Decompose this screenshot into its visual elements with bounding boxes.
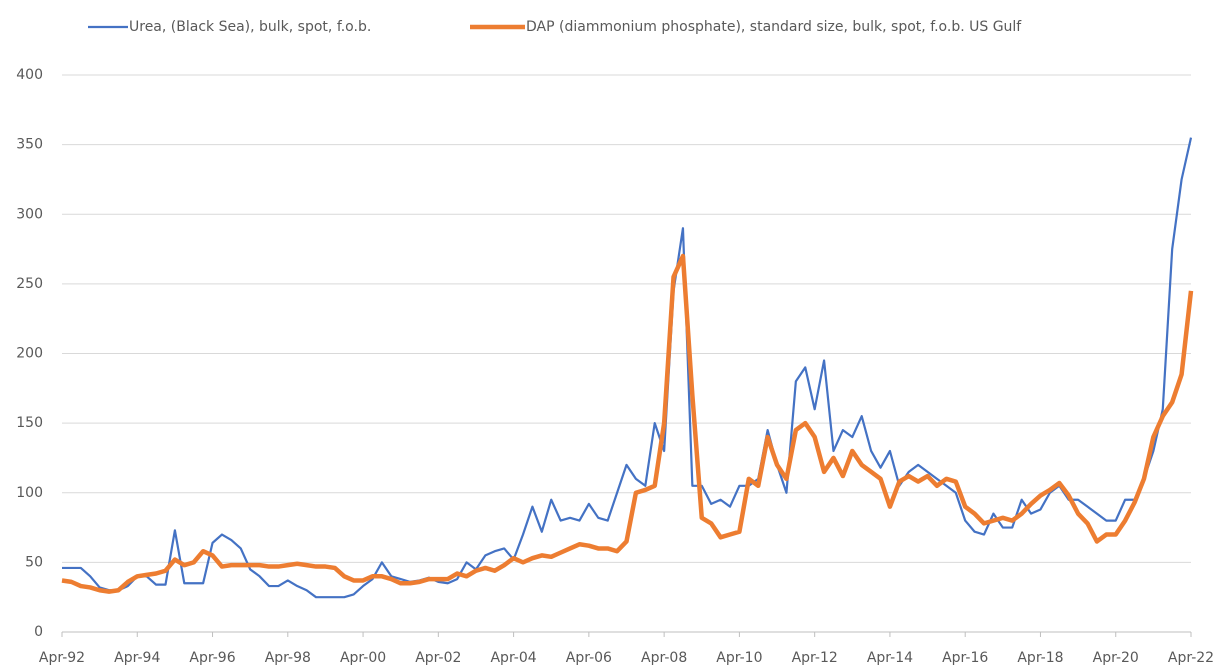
- y-tick-label: 0: [34, 624, 43, 640]
- y-tick-label: 250: [16, 276, 43, 292]
- x-tick-label: Apr-02: [415, 650, 461, 666]
- legend-label: Urea, (Black Sea), bulk, spot, f.o.b.: [129, 19, 371, 35]
- y-tick-label: 150: [16, 415, 43, 431]
- y-tick-label: 200: [16, 346, 43, 362]
- x-tick-label: Apr-22: [1168, 650, 1214, 666]
- x-tick-label: Apr-92: [39, 650, 85, 666]
- y-tick-label: 50: [25, 554, 43, 570]
- y-tick-label: 350: [16, 137, 43, 153]
- x-tick-label: Apr-16: [942, 650, 988, 666]
- x-tick-label: Apr-14: [867, 650, 913, 666]
- x-tick-label: Apr-94: [114, 650, 160, 666]
- y-tick-label: 400: [16, 67, 43, 83]
- x-tick-label: Apr-00: [340, 650, 386, 666]
- y-tick-label: 100: [16, 485, 43, 501]
- x-tick-label: Apr-06: [566, 650, 612, 666]
- x-tick-label: Apr-12: [792, 650, 838, 666]
- y-tick-label: 300: [16, 206, 43, 222]
- x-tick-label: Apr-20: [1093, 650, 1139, 666]
- line-series: [62, 137, 1193, 599]
- legend-label: DAP (diammonium phosphate), standard siz…: [526, 19, 1022, 35]
- x-tick-label: Apr-98: [265, 650, 311, 666]
- x-tick-label: Apr-18: [1017, 650, 1063, 666]
- x-tick-label: Apr-04: [490, 650, 536, 666]
- line-series: [61, 253, 1194, 594]
- x-tick-label: Apr-96: [189, 650, 235, 666]
- x-tick-label: Apr-08: [641, 650, 687, 666]
- x-tick-label: Apr-10: [716, 650, 762, 666]
